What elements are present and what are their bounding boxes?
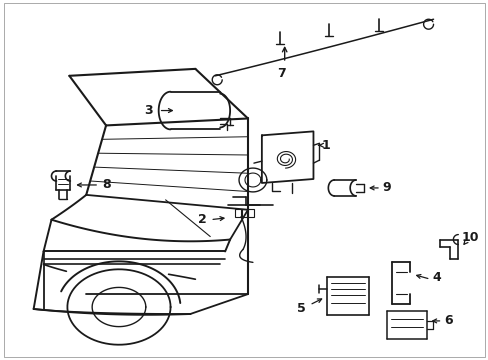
Text: 4: 4 xyxy=(431,271,440,284)
Text: 6: 6 xyxy=(443,314,452,327)
Text: 1: 1 xyxy=(321,139,330,152)
Text: 10: 10 xyxy=(461,231,478,244)
Text: 8: 8 xyxy=(102,179,110,192)
Text: 2: 2 xyxy=(198,213,206,226)
Text: 9: 9 xyxy=(382,181,390,194)
Text: 5: 5 xyxy=(297,302,305,315)
Text: 3: 3 xyxy=(144,104,153,117)
Text: 7: 7 xyxy=(277,67,285,80)
